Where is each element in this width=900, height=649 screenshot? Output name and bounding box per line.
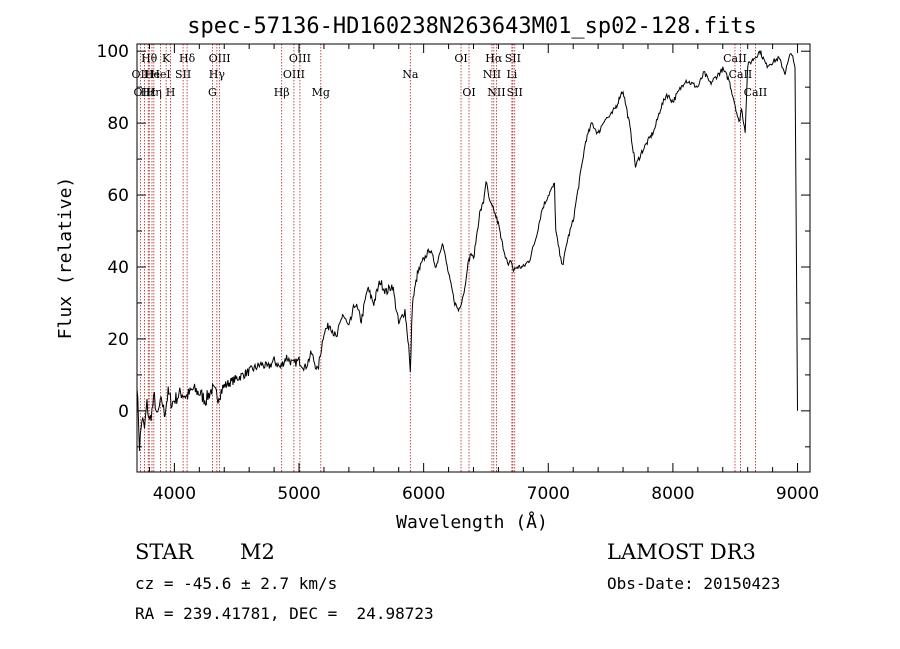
x-tick-label: 5000	[277, 484, 320, 504]
chart-title: spec-57136-HD160238N263643M01_sp02-128.f…	[187, 14, 757, 39]
spectrum-line	[136, 50, 798, 452]
line-label: G	[208, 86, 217, 99]
line-label: OIII	[289, 52, 311, 65]
line-label: Hγ	[209, 68, 226, 81]
line-label: Mg	[312, 86, 330, 99]
line-label: Hη	[146, 86, 162, 99]
object-class: STAR	[135, 540, 194, 564]
y-tick-label: 40	[107, 258, 129, 278]
line-label: Hβ	[274, 86, 290, 99]
y-tick-label: 20	[107, 330, 129, 350]
line-label: Na	[402, 68, 419, 81]
line-label: OIII	[133, 86, 155, 99]
spectral-line-markers	[139, 44, 756, 472]
x-tick-label: 7000	[527, 484, 570, 504]
line-label: H	[166, 86, 176, 99]
redshift-velocity: cz = -45.6 ± 2.7 km/s	[135, 574, 338, 593]
line-label: Li	[506, 68, 517, 81]
line-label: K	[162, 52, 171, 65]
y-tick-label: 100	[97, 42, 129, 62]
line-label: Hε	[141, 86, 157, 99]
line-label: SII	[507, 86, 523, 99]
line-label: SII	[505, 52, 521, 65]
y-axis-label: Flux (relative)	[55, 177, 76, 340]
object-subclass: M2	[240, 540, 275, 564]
y-tick-label: 60	[107, 186, 129, 206]
x-axis-label: Wavelength (Å)	[396, 511, 548, 533]
line-label: NII	[487, 86, 505, 99]
line-label: He	[144, 68, 160, 81]
line-label: OI	[454, 52, 467, 65]
line-label: SII	[175, 68, 191, 81]
line-label: CaII	[729, 68, 753, 81]
observation-date: Obs-Date: 20150423	[607, 574, 781, 593]
survey-name: LAMOST DR3	[607, 540, 756, 564]
y-tick-label: 0	[118, 402, 129, 422]
coordinates: RA = 239.41781, DEC = 24.98723	[135, 604, 434, 623]
line-label: CaII	[723, 52, 747, 65]
line-label: CaII	[744, 86, 768, 99]
line-label: OIII	[283, 68, 305, 81]
x-tick-label: 9000	[776, 484, 819, 504]
line-label: NII	[483, 68, 501, 81]
x-tick-label: 8000	[651, 484, 694, 504]
x-axis: 4000 5000 6000 7000 8000 9000	[148, 44, 819, 504]
x-tick-label: 4000	[153, 484, 196, 504]
line-label: Hθ	[141, 52, 158, 65]
line-label: OI	[462, 86, 475, 99]
x-tick-label: 6000	[402, 484, 445, 504]
line-label: OIII	[209, 52, 231, 65]
line-label: Hδ	[179, 52, 196, 65]
y-axis: 0 20 40 60 80 100	[97, 42, 810, 448]
y-tick-label: 80	[107, 114, 129, 134]
line-label: HeI	[150, 68, 170, 81]
line-label: Hα	[485, 52, 503, 65]
line-label: OII	[132, 68, 150, 81]
